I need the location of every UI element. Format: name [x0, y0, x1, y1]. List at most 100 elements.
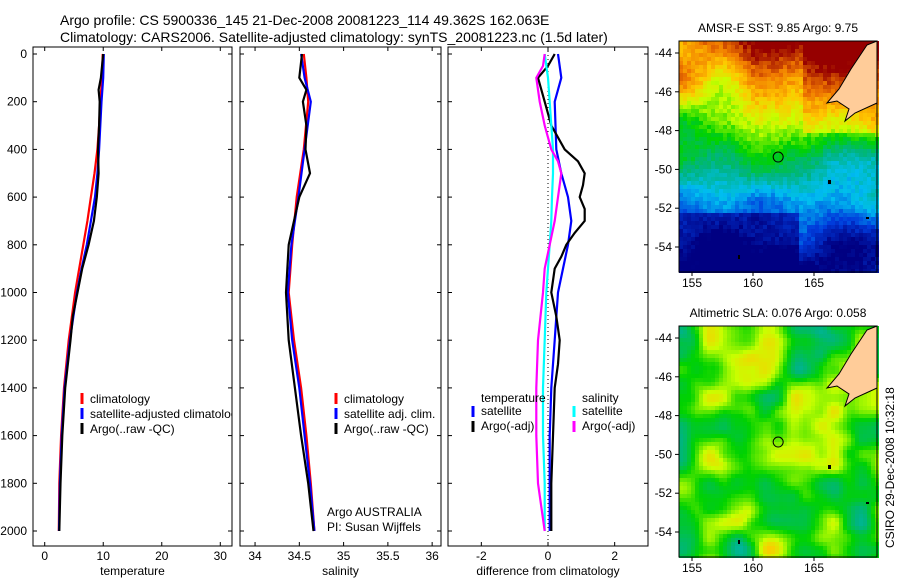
map-cell	[699, 57, 703, 61]
map-cell	[699, 370, 703, 374]
map-cell	[731, 366, 735, 370]
map-cell	[791, 346, 795, 350]
map-cell	[679, 450, 683, 454]
map-cell	[787, 225, 791, 229]
map-cell	[767, 253, 771, 257]
map-cell	[723, 394, 727, 398]
map-cell	[739, 382, 743, 386]
map-cell	[711, 261, 715, 265]
map-cell	[775, 342, 779, 346]
map-cell	[851, 229, 855, 233]
map-cell	[871, 265, 875, 269]
map-cell	[715, 149, 719, 153]
map-cell	[815, 334, 819, 338]
map-cell	[703, 89, 707, 93]
map-cell	[751, 65, 755, 69]
map-cell	[791, 450, 795, 454]
map-cell	[695, 45, 699, 49]
map-cell	[715, 197, 719, 201]
map-cell	[707, 81, 711, 85]
map-cell	[771, 442, 775, 446]
map-cell	[783, 45, 787, 49]
map-cell	[807, 213, 811, 217]
map-cell	[815, 382, 819, 386]
map-cell	[719, 221, 723, 225]
map-cell	[791, 65, 795, 69]
map-cell	[807, 354, 811, 358]
map-cell	[847, 165, 851, 169]
map-cell	[839, 201, 843, 205]
map-cell	[683, 406, 687, 410]
map-cell	[739, 265, 743, 269]
map-cell	[755, 133, 759, 137]
map-cell	[743, 233, 747, 237]
map-cell	[791, 209, 795, 213]
map-cell	[683, 61, 687, 65]
map-cell	[727, 165, 731, 169]
map-cell	[683, 474, 687, 478]
map-cell	[795, 153, 799, 157]
map-cell	[863, 410, 867, 414]
map-cell	[831, 354, 835, 358]
map-cell	[735, 149, 739, 153]
map-cell	[763, 454, 767, 458]
map-cell	[823, 442, 827, 446]
map-cell	[807, 334, 811, 338]
map-cell	[719, 410, 723, 414]
map-cell	[839, 105, 843, 109]
map-cell	[763, 249, 767, 253]
map-cell	[711, 374, 715, 378]
map-cell	[863, 450, 867, 454]
map-cell	[767, 137, 771, 141]
map-cell	[711, 169, 715, 173]
map-cell	[711, 141, 715, 145]
map-cell	[827, 450, 831, 454]
map-cell	[747, 370, 751, 374]
map-cell	[787, 145, 791, 149]
map-cell	[735, 205, 739, 209]
map-cell	[683, 157, 687, 161]
map-cell	[867, 185, 871, 189]
map-cell	[811, 446, 815, 450]
map-cell	[755, 177, 759, 181]
map-cell	[851, 53, 855, 57]
map-cell	[723, 257, 727, 261]
map-cell	[743, 221, 747, 225]
map-cell	[755, 69, 759, 73]
map-cell	[863, 225, 867, 229]
map-cell	[763, 49, 767, 53]
map-cell	[803, 41, 807, 45]
map-cell	[771, 257, 775, 261]
map-cell	[771, 149, 775, 153]
map-cell	[819, 165, 823, 169]
map-cell	[751, 225, 755, 229]
map-cell	[775, 378, 779, 382]
map-cell	[695, 253, 699, 257]
map-cell	[727, 350, 731, 354]
map-cell	[803, 61, 807, 65]
map-cell	[871, 145, 875, 149]
map-cell	[679, 269, 683, 273]
map-cell	[871, 470, 875, 474]
map-cell	[843, 217, 847, 221]
map-cell	[743, 402, 747, 406]
map-cell	[723, 129, 727, 133]
map-cell	[787, 209, 791, 213]
map-cell	[767, 165, 771, 169]
map-cell	[835, 205, 839, 209]
map-cell	[831, 410, 835, 414]
map-cell	[739, 141, 743, 145]
map-cell	[779, 153, 783, 157]
map-cell	[795, 177, 799, 181]
map-cell	[739, 137, 743, 141]
map-cell	[827, 49, 831, 53]
map-cell	[819, 169, 823, 173]
map-cell	[871, 141, 875, 145]
map-cell	[699, 466, 703, 470]
map-cell	[847, 245, 851, 249]
map-cell	[723, 366, 727, 370]
map-cell	[775, 241, 779, 245]
map-cell	[703, 177, 707, 181]
map-cell	[811, 193, 815, 197]
map-cell	[743, 101, 747, 105]
